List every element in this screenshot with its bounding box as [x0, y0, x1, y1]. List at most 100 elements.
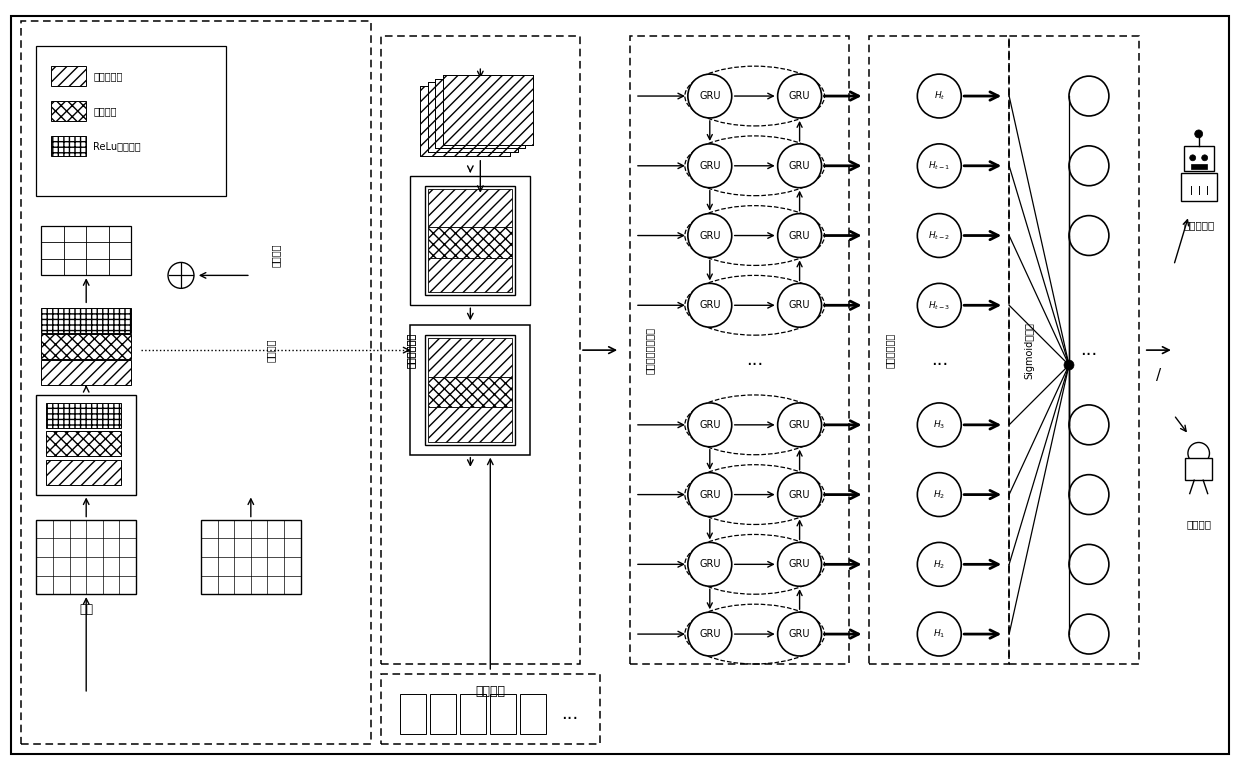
Circle shape [688, 403, 732, 447]
Text: 一维卷积层: 一维卷积层 [93, 71, 123, 81]
Bar [51, 66, 87, 86]
Bar [410, 176, 531, 305]
Bar [41, 308, 131, 334]
Text: 残差神经网络: 残差神经网络 [405, 333, 415, 368]
Circle shape [1069, 614, 1109, 654]
Circle shape [777, 473, 822, 516]
Bar [429, 258, 512, 292]
Bar [443, 75, 533, 145]
Bar [420, 86, 510, 156]
Bar [443, 75, 533, 145]
Text: GRU: GRU [699, 420, 720, 430]
Bar [428, 83, 518, 152]
Bar [429, 227, 512, 258]
Circle shape [1069, 545, 1109, 584]
Bar [410, 325, 531, 454]
Circle shape [918, 74, 961, 118]
Circle shape [918, 542, 961, 586]
Circle shape [777, 213, 822, 258]
Bar [381, 36, 580, 664]
Bar [460, 694, 486, 734]
Circle shape [918, 403, 961, 447]
Text: GRU: GRU [699, 559, 720, 569]
Circle shape [777, 542, 822, 586]
Bar [46, 431, 122, 456]
Text: ...: ... [562, 705, 579, 723]
Text: GRU: GRU [699, 490, 720, 500]
Circle shape [1069, 474, 1109, 515]
Circle shape [777, 144, 822, 187]
Bar [1190, 164, 1207, 169]
Bar [430, 694, 456, 734]
Circle shape [688, 283, 732, 327]
Bar [869, 36, 1009, 664]
Bar [21, 21, 371, 744]
Bar [425, 335, 516, 444]
Text: 社交机器人: 社交机器人 [1183, 220, 1214, 230]
Circle shape [1069, 76, 1109, 116]
Circle shape [777, 283, 822, 327]
Circle shape [1064, 360, 1074, 370]
Text: GRU: GRU [789, 559, 811, 569]
Text: /: / [1156, 367, 1162, 382]
Text: ...: ... [1080, 341, 1097, 359]
Circle shape [1202, 155, 1208, 161]
Text: $H_3$: $H_3$ [934, 418, 945, 431]
Text: ...: ... [746, 351, 764, 369]
Text: 正常用户: 正常用户 [1187, 519, 1211, 529]
Text: GRU: GRU [789, 490, 811, 500]
Circle shape [777, 612, 822, 656]
Circle shape [918, 473, 961, 516]
Bar [429, 189, 512, 227]
Text: 特征向量: 特征向量 [475, 685, 505, 698]
Text: $H_2$: $H_2$ [934, 558, 945, 571]
Bar [435, 79, 526, 148]
Circle shape [688, 542, 732, 586]
Bar [630, 36, 849, 664]
Circle shape [918, 213, 961, 258]
Bar [420, 86, 510, 156]
Bar [1009, 36, 1138, 664]
Bar [521, 694, 546, 734]
Bar [1180, 173, 1216, 200]
Circle shape [1189, 155, 1195, 161]
Circle shape [688, 213, 732, 258]
Text: 注意力机制层: 注意力机制层 [884, 333, 894, 368]
Text: GRU: GRU [789, 230, 811, 240]
Text: ReLu激活函数: ReLu激活函数 [93, 141, 141, 151]
Bar [51, 101, 87, 121]
Circle shape [777, 403, 822, 447]
Circle shape [777, 74, 822, 118]
Circle shape [1188, 442, 1209, 464]
Bar [201, 519, 301, 594]
Text: Sigmoid分类层: Sigmoid分类层 [1024, 321, 1034, 379]
Bar [36, 519, 136, 594]
Text: 捷径连接: 捷径连接 [270, 244, 280, 267]
Bar [490, 694, 516, 734]
Circle shape [918, 612, 961, 656]
Text: $H_1$: $H_1$ [934, 628, 945, 640]
Circle shape [688, 144, 732, 187]
Bar [401, 694, 427, 734]
Text: GRU: GRU [789, 91, 811, 101]
Bar [435, 79, 526, 148]
Bar [1184, 146, 1214, 171]
Text: $H_{t-1}$: $H_{t-1}$ [928, 160, 951, 172]
Text: ...: ... [931, 351, 947, 369]
Circle shape [167, 262, 193, 288]
Text: $H_{t-2}$: $H_{t-2}$ [928, 230, 951, 242]
Text: GRU: GRU [699, 161, 720, 171]
Bar [46, 460, 122, 485]
Text: GRU: GRU [699, 629, 720, 639]
Text: 残差神经网络: 残差神经网络 [405, 333, 415, 368]
Bar [429, 407, 512, 441]
Circle shape [1069, 146, 1109, 186]
Bar [41, 226, 131, 275]
Text: $H_{t-3}$: $H_{t-3}$ [928, 299, 951, 311]
Text: $H_2$: $H_2$ [934, 488, 945, 501]
Text: 双向门控循环单元: 双向门控循环单元 [645, 327, 655, 373]
Text: GRU: GRU [789, 420, 811, 430]
Bar [36, 395, 136, 495]
Bar [41, 334, 131, 359]
Bar [429, 338, 512, 376]
